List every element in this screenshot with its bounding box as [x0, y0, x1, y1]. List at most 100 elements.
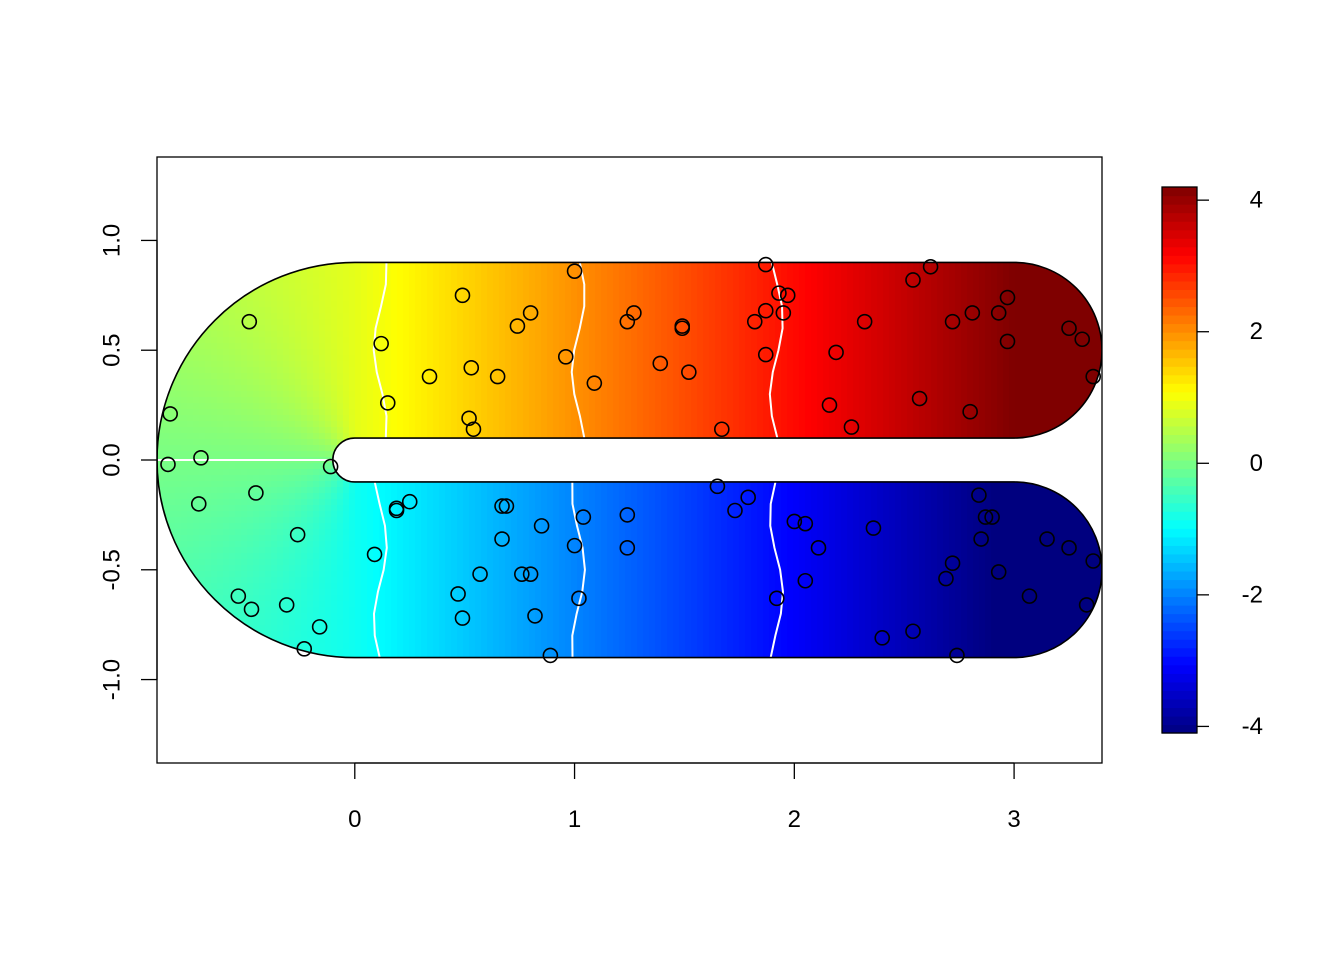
contour-line — [571, 481, 586, 658]
colorbar-swatch — [1162, 579, 1197, 589]
observation-point — [388, 502, 405, 519]
observation-point — [619, 507, 636, 523]
colorbar-swatch — [1162, 485, 1197, 495]
colorbar-swatch — [1162, 340, 1197, 350]
observation-point — [566, 537, 583, 554]
colorbar-swatch — [1162, 562, 1197, 572]
colorbar-swatch — [1162, 545, 1197, 555]
colorbar-swatch — [1162, 536, 1197, 546]
colorbar-swatch — [1162, 332, 1197, 342]
observation-point — [990, 305, 1007, 321]
colorbar-swatch — [1162, 306, 1197, 316]
colorbar-swatch — [1162, 263, 1197, 273]
colorbar-legend: -4 -2 0 2 4 — [1161, 186, 1263, 740]
y-tick-label: 0.0 — [99, 443, 126, 476]
observation-point — [566, 263, 583, 279]
observation-point — [514, 566, 530, 582]
colorbar-tick-label: -2 — [1242, 581, 1263, 608]
observation-point — [454, 610, 471, 626]
observation-point — [674, 320, 691, 337]
x-tick-label: 0 — [348, 806, 361, 833]
observation-point — [289, 526, 306, 543]
observation-point — [999, 333, 1016, 350]
observation-point — [1074, 331, 1091, 348]
observation-point — [454, 287, 471, 304]
observation-point — [971, 487, 987, 503]
colorbar-frame — [1161, 186, 1198, 734]
observation-point — [366, 546, 383, 563]
observation-point — [450, 586, 466, 602]
observation-point — [542, 647, 559, 664]
colorbar-swatch — [1162, 622, 1197, 632]
observation-point — [990, 564, 1007, 580]
x-tick-label: 2 — [788, 806, 801, 833]
colorbar-swatch — [1162, 229, 1197, 239]
colorbar-swatch — [1162, 647, 1197, 657]
observation-point — [905, 272, 921, 288]
observation-points — [160, 256, 1102, 664]
colorbar-swatch — [1162, 366, 1197, 376]
observation-point — [619, 540, 636, 556]
observation-point — [949, 647, 965, 664]
colorbar-swatch — [1162, 570, 1197, 581]
colorbar-swatch — [1162, 451, 1197, 461]
x-tick-label: 3 — [1007, 806, 1020, 833]
observation-point — [1085, 368, 1102, 385]
observation-point — [1039, 531, 1055, 547]
observation-point — [557, 349, 574, 365]
observation-point — [757, 256, 774, 273]
colorbar-swatch — [1162, 289, 1197, 299]
observation-point — [494, 498, 510, 514]
colorbar-swatch — [1162, 613, 1197, 623]
colorbar-swatch — [1162, 673, 1197, 683]
observation-point — [461, 410, 477, 427]
observation-point — [740, 489, 756, 506]
observation-point — [757, 302, 774, 319]
observation-point — [1085, 553, 1102, 569]
observation-point — [296, 641, 313, 657]
observation-point — [828, 344, 844, 361]
observation-point — [944, 313, 961, 330]
observation-point — [746, 313, 763, 330]
observation-point — [714, 421, 730, 438]
observation-point — [494, 531, 510, 547]
y-axis: -1.0 -0.5 0.0 0.5 1.0 — [99, 224, 158, 700]
colorbar-swatch — [1162, 204, 1197, 214]
colorbar-swatch — [1162, 357, 1197, 367]
observation-point — [962, 403, 978, 420]
contour-line — [768, 262, 784, 439]
observation-point — [810, 540, 827, 556]
observation-point — [786, 513, 803, 530]
colorbar-swatch — [1162, 408, 1197, 418]
colorbar-swatch — [1162, 434, 1197, 444]
observation-point — [311, 619, 328, 635]
colorbar-swatch — [1162, 715, 1197, 726]
observation-point — [856, 313, 873, 330]
colorbar-swatch — [1162, 698, 1197, 709]
colorbar-swatch — [1162, 656, 1197, 666]
colorbar-swatch — [1162, 494, 1197, 504]
observation-point — [421, 368, 438, 385]
colorbar-swatch — [1162, 605, 1197, 615]
colorbar-swatch — [1162, 442, 1197, 453]
x-tick-label: 1 — [568, 806, 581, 833]
observation-point — [843, 419, 860, 435]
colorbar-swatch — [1162, 374, 1197, 384]
colorbar-swatch — [1162, 468, 1197, 478]
observation-point — [527, 608, 543, 624]
colorbar-swatch — [1162, 400, 1197, 410]
contour-line — [769, 481, 784, 658]
observation-point — [278, 597, 295, 613]
observation-point — [779, 287, 796, 304]
y-tick-label: -0.5 — [99, 549, 126, 590]
observation-point — [489, 368, 506, 385]
colorbar-swatch — [1162, 519, 1197, 529]
colorbar-swatch — [1162, 587, 1197, 598]
colorbar-swatch — [1162, 417, 1197, 427]
observation-point — [709, 478, 726, 495]
observation-point — [522, 305, 539, 321]
observation-point — [379, 395, 396, 411]
observation-point — [248, 485, 264, 501]
contour-line — [372, 481, 388, 658]
